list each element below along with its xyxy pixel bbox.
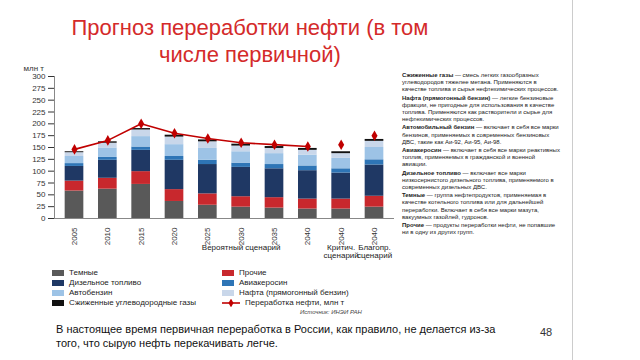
html-text:Нафта (прямогонный бензин): Нафта (прямогонный бензин) bbox=[239, 288, 349, 297]
html-text:Прочие — продукты переработки: Прочие — продукты переработки нефти, не … bbox=[402, 222, 556, 236]
svg-text:150: 150 bbox=[32, 143, 46, 152]
svg-text:2015: 2015 bbox=[137, 227, 146, 245]
html-text:Источник: ИНЭИ РАН: Источник: ИНЭИ РАН bbox=[300, 309, 362, 315]
html-text:48: 48 bbox=[540, 326, 553, 338]
html-text:Авиакеросин: Авиакеросин bbox=[239, 278, 288, 287]
svg-text:2020: 2020 bbox=[170, 227, 179, 245]
svg-text:Критич.сценарий: Критич.сценарий bbox=[324, 243, 359, 260]
svg-text:Вероятный сценарий: Вероятный сценарий bbox=[202, 243, 281, 252]
html-text:Дизельное топливо — включает в: Дизельное топливо — включает все марки н… bbox=[402, 169, 554, 190]
html-text:Дизельное топливо: Дизельное топливо bbox=[69, 278, 142, 287]
svg-text:2010: 2010 bbox=[103, 227, 112, 245]
svg-text:275: 275 bbox=[32, 84, 46, 93]
svg-text:2030: 2030 bbox=[236, 227, 246, 246]
svg-text:75: 75 bbox=[37, 179, 46, 188]
svg-text:2035: 2035 bbox=[270, 227, 280, 246]
html-text:Автобензин: Автобензин bbox=[69, 288, 113, 297]
html-text:Нафта (прямогонный бензин) — л: Нафта (прямогонный бензин) — легкие бенз… bbox=[402, 94, 555, 123]
svg-text:2025: 2025 bbox=[203, 227, 213, 246]
svg-text:225: 225 bbox=[32, 108, 46, 117]
svg-text:50: 50 bbox=[37, 190, 46, 199]
svg-text:125: 125 bbox=[32, 155, 46, 164]
svg-text:2040: 2040 bbox=[303, 227, 312, 245]
html-text:Авиакеросин — включает в себя: Авиакеросин — включает в себя все марки … bbox=[402, 147, 560, 168]
svg-text:200: 200 bbox=[32, 119, 46, 128]
svg-text:млн т: млн т bbox=[24, 64, 45, 73]
svg-text:Благопр.сценарий: Благопр.сценарий bbox=[357, 243, 392, 260]
html-text:В настоящее время первичная пе: В настоящее время первичная переработка … bbox=[56, 323, 496, 349]
svg-text:2005: 2005 bbox=[70, 227, 79, 245]
svg-text:0: 0 bbox=[41, 214, 46, 223]
html-text:Прогноз переработки нефти (в т: Прогноз переработки нефти (в том числе п… bbox=[71, 15, 429, 67]
html-text:Прочие: Прочие bbox=[239, 268, 267, 277]
svg-text:100: 100 bbox=[32, 167, 46, 176]
svg-text:25: 25 bbox=[37, 202, 46, 211]
svg-text:175: 175 bbox=[32, 131, 46, 140]
svg-text:2040: 2040 bbox=[336, 227, 346, 246]
svg-text:300: 300 bbox=[32, 72, 46, 81]
html-text:Темные: Темные bbox=[69, 268, 98, 277]
svg-text:250: 250 bbox=[32, 96, 46, 105]
html-text:Переработка нефти, млн т: Переработка нефти, млн т bbox=[245, 298, 345, 307]
html-text:Темные — группа нефтепродуктов: Темные — группа нефтепродуктов, применяе… bbox=[402, 192, 547, 220]
html-text:Автомобильный бензин — включае: Автомобильный бензин — включает в себя в… bbox=[402, 124, 559, 145]
html-text:Сжиженные углеводородные газы: Сжиженные углеводородные газы bbox=[69, 298, 196, 307]
html-text:Сжиженные газы — смесь легких: Сжиженные газы — смесь легких газообразн… bbox=[402, 72, 559, 93]
svg-text:2040: 2040 bbox=[370, 227, 380, 246]
